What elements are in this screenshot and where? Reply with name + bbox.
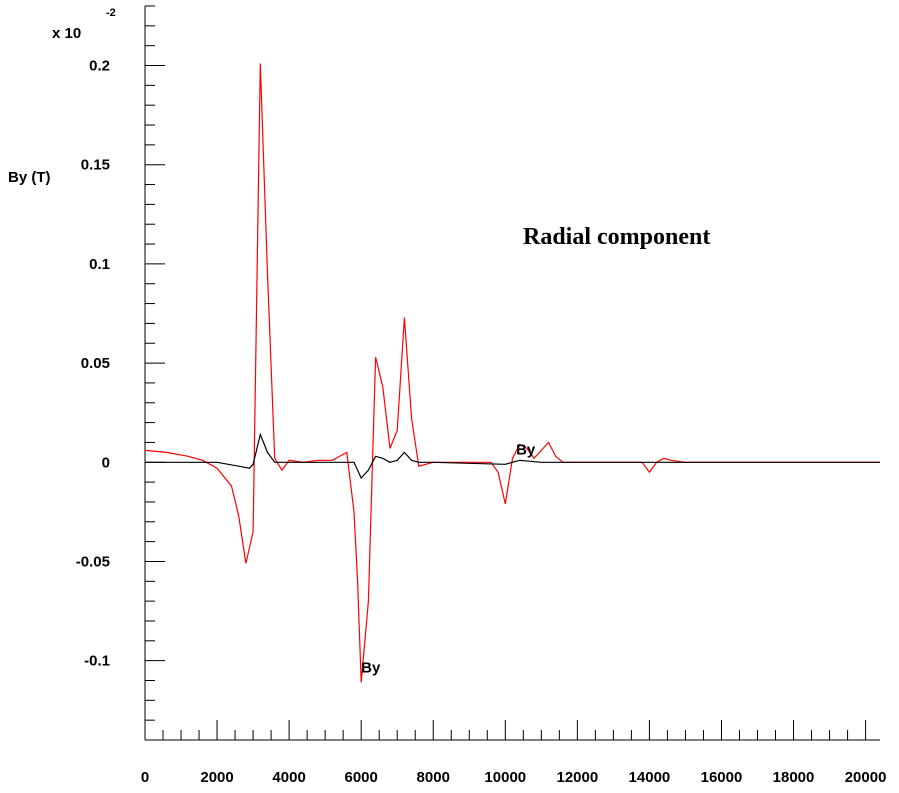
- x-tick-label: 10000: [484, 769, 526, 786]
- curve-label: By: [516, 441, 536, 458]
- x-tick-label: 6000: [344, 769, 377, 786]
- annotation-radial-component: Radial component: [523, 224, 710, 250]
- y-multiplier-base: x 10: [52, 25, 81, 42]
- x-tick-label: 0: [141, 769, 149, 786]
- series-line-red: [144, 63, 880, 683]
- axes: [144, 5, 880, 741]
- y-tick-label: 0: [102, 454, 110, 471]
- chart-labels: x 10 -2 By (T) Radial component -0.1 -0.0…: [8, 7, 886, 786]
- y-axis-title: By (T): [8, 169, 51, 186]
- y-tick-label: -0.05: [76, 553, 110, 570]
- y-tick-label: -0.1: [84, 653, 110, 670]
- y-tick-label: 0.2: [89, 58, 110, 75]
- data-series: [144, 63, 880, 683]
- x-tick-label: 4000: [272, 769, 305, 786]
- x-tick-label: 20000: [845, 769, 887, 786]
- x-tick-label: 16000: [701, 769, 743, 786]
- x-tick-label: 12000: [556, 769, 598, 786]
- y-tick-label: 0.1: [89, 256, 110, 273]
- x-tick-label: 2000: [200, 769, 233, 786]
- series-line-black: [145, 432, 880, 480]
- curve-label: By: [361, 660, 381, 677]
- y-multiplier-exponent: -2: [106, 7, 116, 19]
- x-tick-label: 14000: [629, 769, 671, 786]
- y-tick-label: 0.15: [81, 157, 110, 174]
- x-tick-label: 8000: [417, 769, 450, 786]
- x-tick-label: 18000: [773, 769, 815, 786]
- y-tick-label: 0.05: [81, 355, 110, 372]
